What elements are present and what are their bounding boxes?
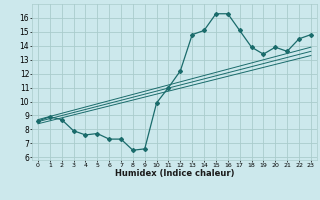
X-axis label: Humidex (Indice chaleur): Humidex (Indice chaleur) [115,169,234,178]
